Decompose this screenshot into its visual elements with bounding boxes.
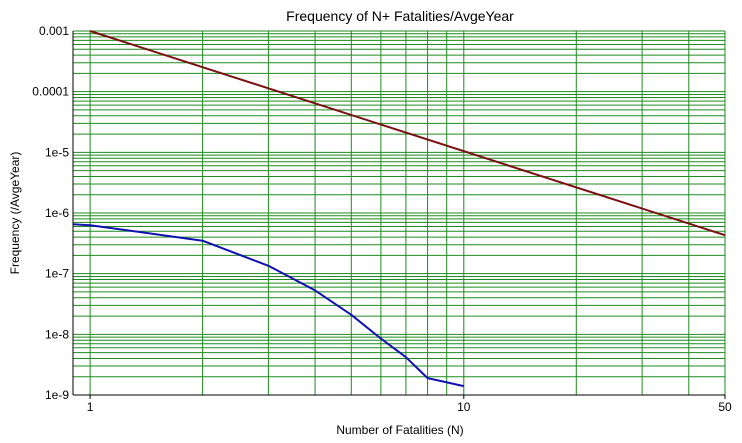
y-axis-label: Frequency (/AvgeYear) — [8, 152, 22, 275]
y-tick-label: 1e-8 — [45, 327, 69, 341]
y-tick-label: 1e-7 — [45, 267, 69, 281]
y-tick-label: 1e-5 — [45, 145, 69, 159]
y-tick-label: 0.001 — [39, 24, 69, 38]
x-tick-label: 1 — [87, 400, 94, 414]
y-tick-label: 1e-6 — [45, 206, 69, 220]
grid — [73, 30, 726, 396]
x-axis-label: Number of Fatalities (N) — [336, 423, 463, 437]
series-line-1 — [89, 30, 726, 237]
chart-title: Frequency of N+ Fatalities/AvgeYear — [286, 8, 514, 24]
y-tick-label: 1e-9 — [45, 388, 69, 402]
series-line-2 — [72, 223, 465, 388]
x-tick-label: 50 — [718, 400, 732, 414]
x-tick-label: 10 — [457, 400, 471, 414]
axes — [72, 31, 725, 396]
series-group — [72, 30, 726, 388]
tick-labels: 1 10 50 0.001 0.0001 1e-5 1e-6 1e-7 1e-8 1e-9 — [32, 24, 732, 414]
y-tick-label: 0.0001 — [32, 85, 69, 99]
